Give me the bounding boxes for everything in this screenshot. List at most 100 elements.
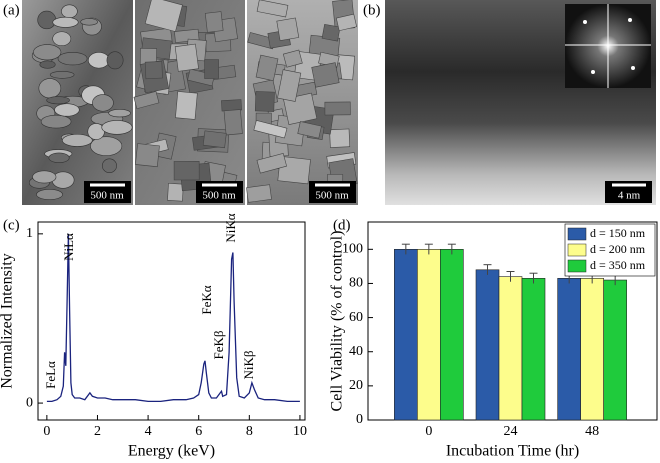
particle (48, 152, 70, 163)
particle (167, 182, 184, 202)
particle (204, 11, 224, 33)
particle (37, 10, 57, 30)
x-tick-label: 2 (94, 424, 101, 439)
fft-spot (631, 66, 635, 70)
particle (187, 68, 215, 87)
particle (256, 0, 289, 18)
panel-label: (c) (3, 217, 20, 233)
y-tick-label: 0 (356, 412, 363, 427)
bar (580, 278, 604, 421)
scale-bar-label: 4 nm (618, 190, 641, 202)
particle (90, 136, 123, 156)
y-tick-label: 40 (349, 344, 363, 359)
y-axis-title: Cell Viability (% of control) (329, 231, 346, 412)
fft-spot (628, 18, 632, 22)
particle (173, 161, 200, 181)
particle (87, 52, 110, 69)
peak-annotation: NiKβ (241, 350, 256, 379)
particle (204, 59, 219, 79)
particle (133, 90, 160, 110)
bar (394, 249, 418, 421)
particle (39, 60, 56, 69)
x-tick-label: 6 (195, 424, 202, 439)
particle (61, 4, 78, 19)
bar (498, 276, 523, 421)
bar (603, 279, 627, 421)
particle (311, 62, 340, 88)
particle (246, 184, 272, 203)
bar (440, 249, 464, 421)
particle (49, 70, 75, 79)
peak-annotation: FeLα (43, 361, 58, 389)
particle (202, 130, 227, 149)
x-tick-label: 24 (504, 424, 518, 439)
y-tick-label: 20 (349, 378, 363, 393)
x-tick-label: 0 (425, 424, 432, 439)
x-tick-label: 10 (293, 424, 307, 439)
particle (321, 23, 341, 42)
plot-frame (37, 221, 306, 421)
x-tick-label: 48 (585, 424, 599, 439)
panel-label: (d) (333, 217, 351, 233)
scale-bar-label: 500 nm (202, 190, 236, 202)
panel-label: (a) (3, 2, 20, 18)
particle (329, 128, 351, 148)
peak-annotation: FeKβ (211, 330, 226, 359)
particle (175, 91, 198, 120)
particle (51, 171, 75, 189)
panel-label: (b) (363, 2, 381, 18)
particle (62, 133, 93, 147)
y-tick-label: 1 (26, 226, 33, 241)
particle (324, 101, 351, 116)
particle (276, 17, 300, 41)
y-tick-label: 60 (349, 310, 363, 325)
particle (36, 188, 63, 200)
particle (80, 18, 98, 26)
particle (101, 158, 117, 173)
particle (101, 120, 133, 135)
bar (475, 269, 500, 421)
scale-bar-label: 500 nm (90, 190, 124, 202)
particle (108, 108, 131, 118)
particle (335, 13, 358, 32)
particle (297, 121, 322, 139)
peak-annotation: NiKα (223, 213, 238, 242)
scale-bar-label: 500 nm (315, 190, 349, 202)
y-tick-label: 100 (342, 242, 363, 257)
particle (106, 51, 124, 70)
bar (417, 249, 441, 421)
fft-spot (583, 20, 587, 24)
particle (40, 114, 72, 129)
particle (52, 31, 72, 47)
particle (92, 94, 114, 112)
particle (57, 51, 88, 66)
particle (144, 61, 163, 80)
fft-spot (591, 70, 595, 74)
particle (253, 119, 288, 139)
legend-label: d = 350 nm (590, 258, 646, 272)
particle (223, 109, 243, 136)
particle (282, 49, 303, 68)
particle (256, 152, 287, 174)
bar (521, 278, 546, 421)
x-tick-label: 8 (246, 424, 253, 439)
y-tick-label: 80 (349, 276, 363, 291)
x-axis-title: Incubation Time (hr) (446, 443, 579, 460)
particle (33, 44, 62, 61)
particle (46, 96, 70, 105)
particle (255, 54, 279, 82)
particle (54, 103, 80, 117)
y-axis-title: Normalized Intensity (0, 253, 16, 389)
particle (32, 170, 57, 184)
particle (38, 78, 62, 99)
particle (254, 91, 275, 112)
particle (174, 43, 199, 72)
y-tick-label: 0 (26, 395, 33, 410)
legend-label: d = 200 nm (590, 242, 646, 256)
particle (135, 143, 160, 168)
x-tick-label: 0 (43, 424, 50, 439)
bar (557, 278, 581, 421)
peak-annotation: FeKα (199, 285, 214, 314)
particle (277, 69, 302, 102)
